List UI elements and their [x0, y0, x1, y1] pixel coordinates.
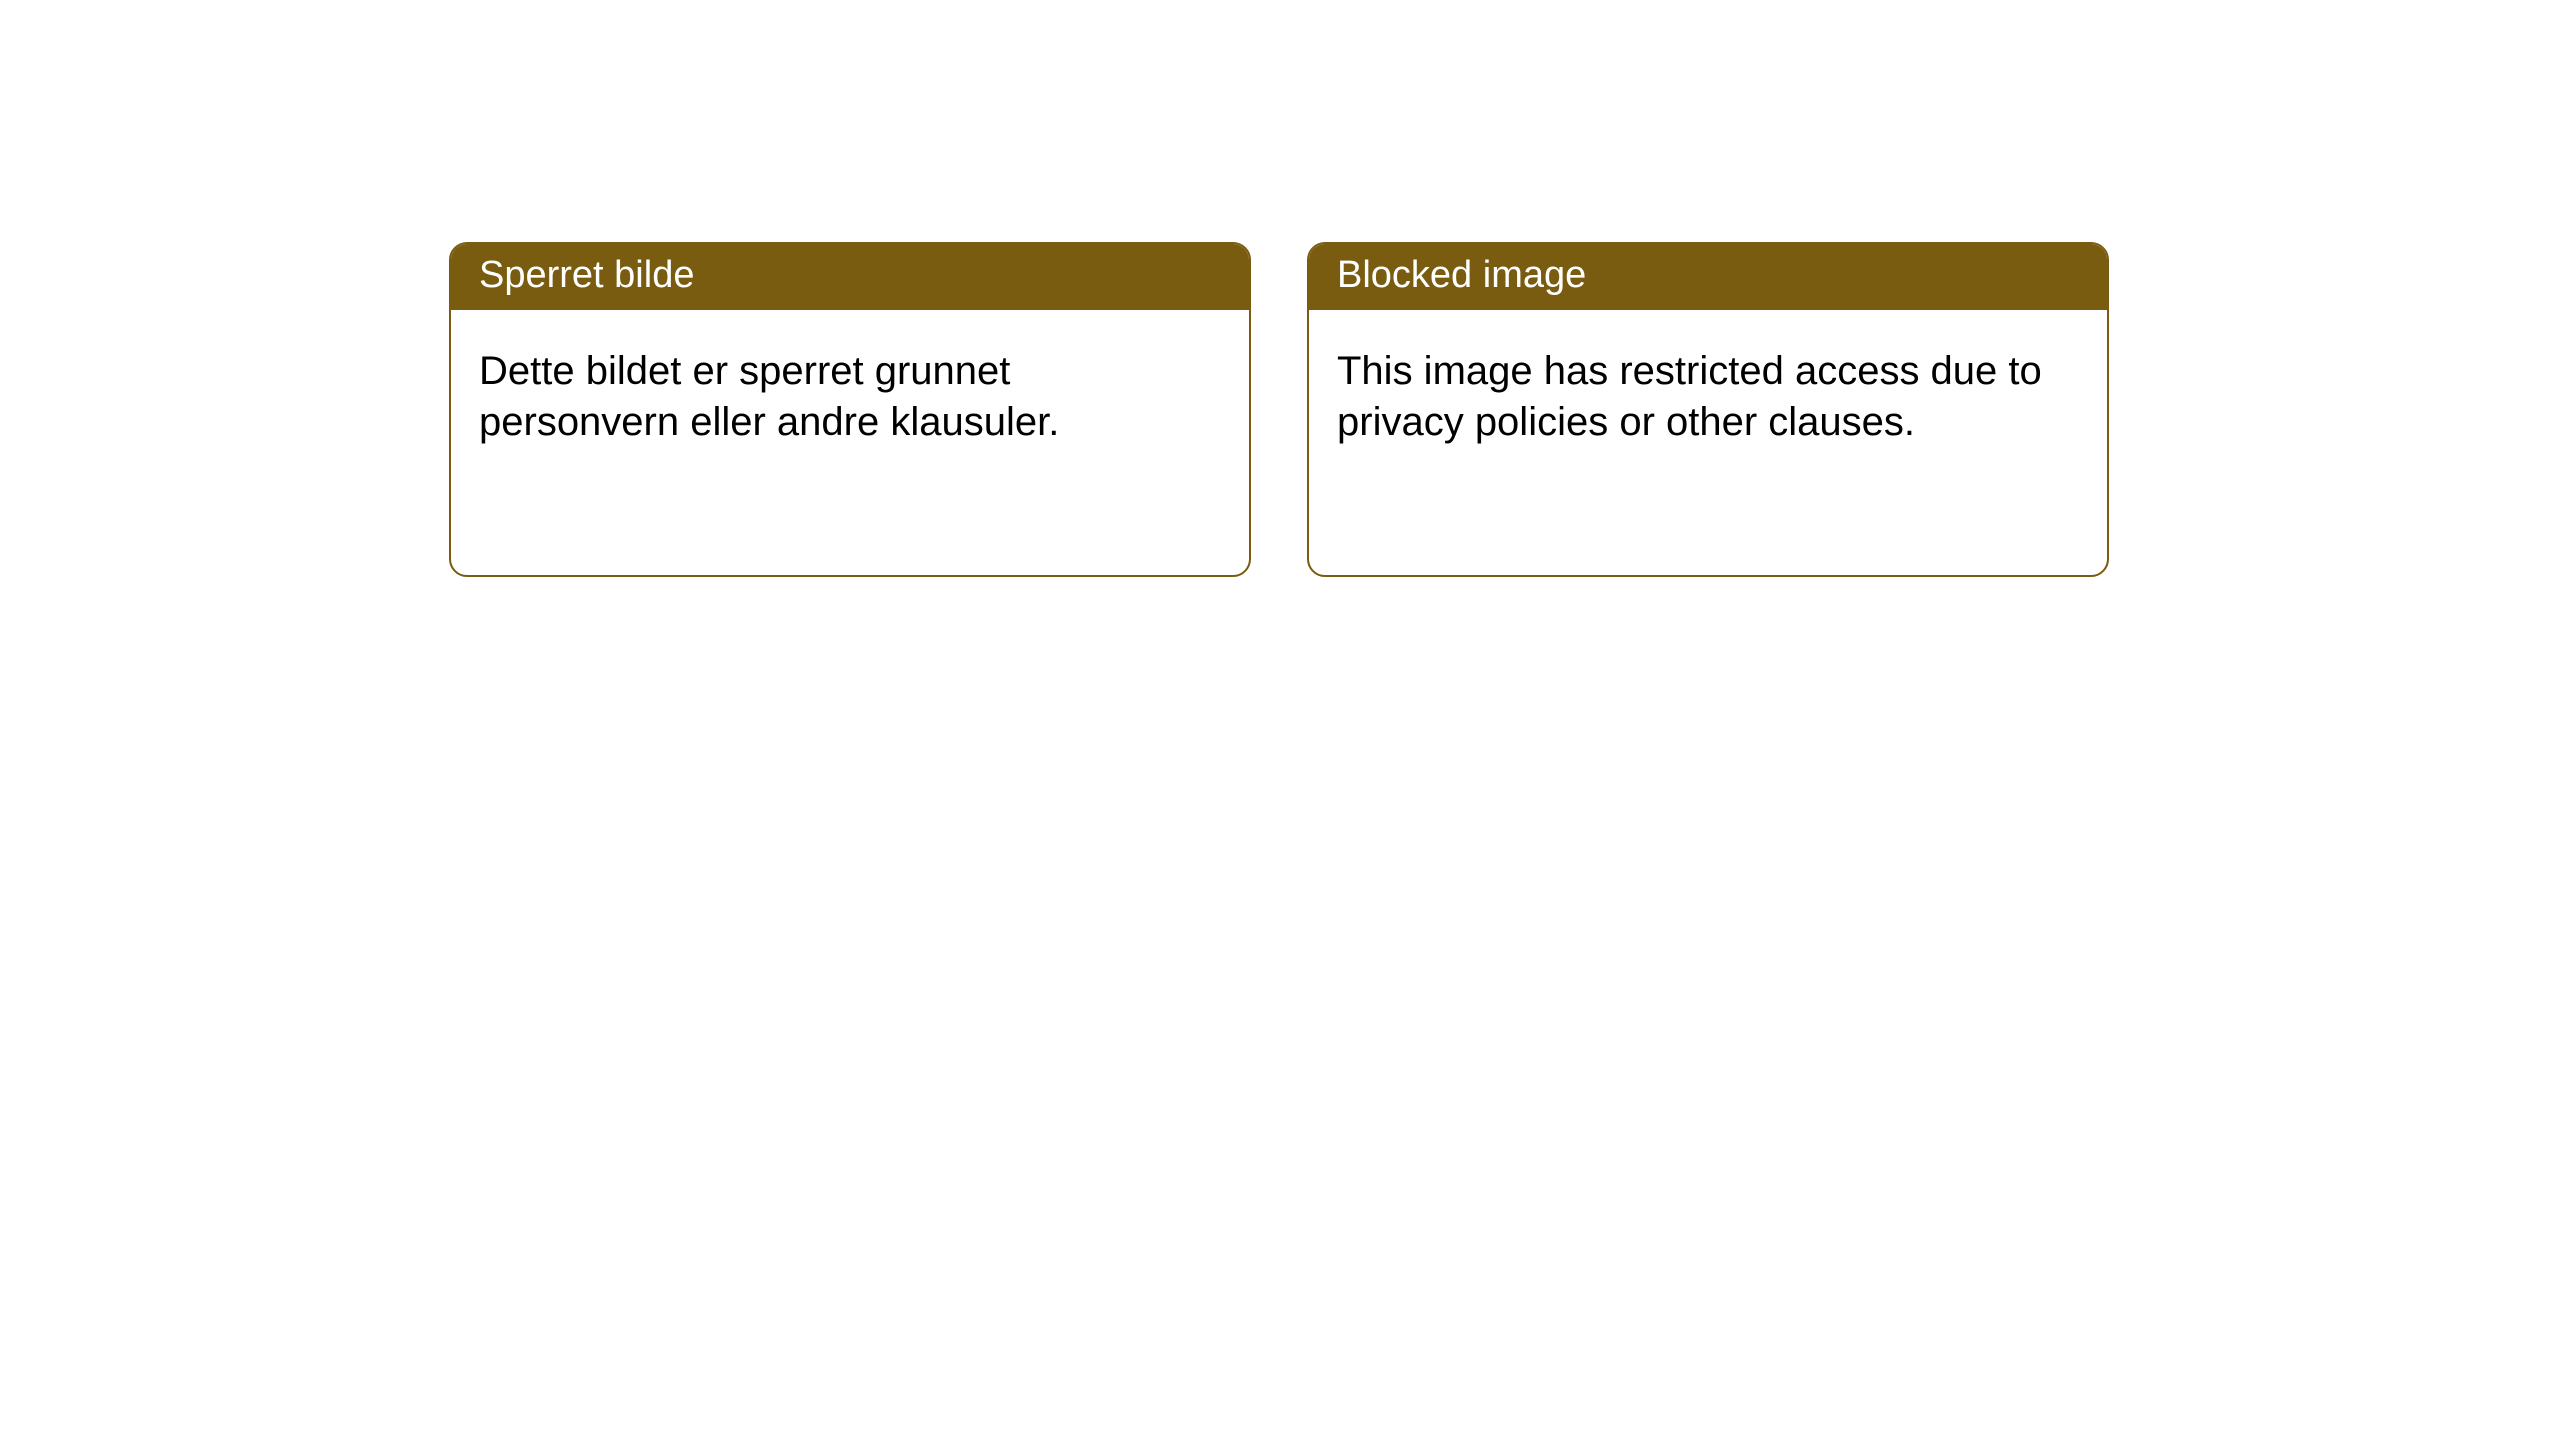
notice-body-norwegian: Dette bildet er sperret grunnet personve… [451, 310, 1249, 476]
notice-title-norwegian: Sperret bilde [451, 244, 1249, 310]
notice-body-english: This image has restricted access due to … [1309, 310, 2107, 476]
notice-title-english: Blocked image [1309, 244, 2107, 310]
notice-container: Sperret bilde Dette bildet er sperret gr… [0, 0, 2560, 577]
notice-card-english: Blocked image This image has restricted … [1307, 242, 2109, 577]
notice-card-norwegian: Sperret bilde Dette bildet er sperret gr… [449, 242, 1251, 577]
